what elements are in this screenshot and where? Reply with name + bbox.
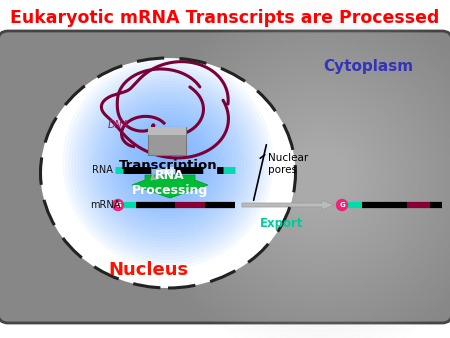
Ellipse shape xyxy=(40,58,296,288)
Text: G: G xyxy=(339,202,345,208)
Text: Cytoplasm: Cytoplasm xyxy=(323,58,413,73)
Text: Export: Export xyxy=(260,217,304,230)
FancyBboxPatch shape xyxy=(0,31,450,323)
Text: mRNA: mRNA xyxy=(90,200,121,210)
Text: Transcription: Transcription xyxy=(119,159,217,172)
Circle shape xyxy=(337,199,347,211)
FancyArrow shape xyxy=(242,200,334,210)
Text: DNA: DNA xyxy=(108,120,130,130)
Bar xyxy=(148,127,186,135)
Polygon shape xyxy=(132,175,208,198)
Circle shape xyxy=(112,199,123,211)
Bar xyxy=(0,0,450,38)
Text: Eukaryotic mRNA Transcripts are Processed: Eukaryotic mRNA Transcripts are Processe… xyxy=(10,9,440,27)
Text: G: G xyxy=(115,202,121,208)
Text: RNA
Processing: RNA Processing xyxy=(132,169,208,197)
Text: Nucleus: Nucleus xyxy=(108,261,188,279)
Text: RNA: RNA xyxy=(92,165,113,175)
Bar xyxy=(148,127,186,155)
Text: Nuclear
pores: Nuclear pores xyxy=(268,153,308,175)
